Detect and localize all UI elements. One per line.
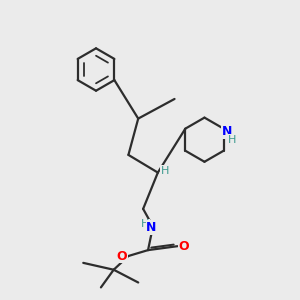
Text: H: H (161, 166, 170, 176)
Text: O: O (117, 250, 127, 262)
Text: H: H (228, 135, 236, 145)
Text: N: N (222, 125, 232, 138)
Text: O: O (178, 240, 189, 253)
Text: N: N (146, 221, 157, 234)
Text: H: H (140, 219, 149, 229)
